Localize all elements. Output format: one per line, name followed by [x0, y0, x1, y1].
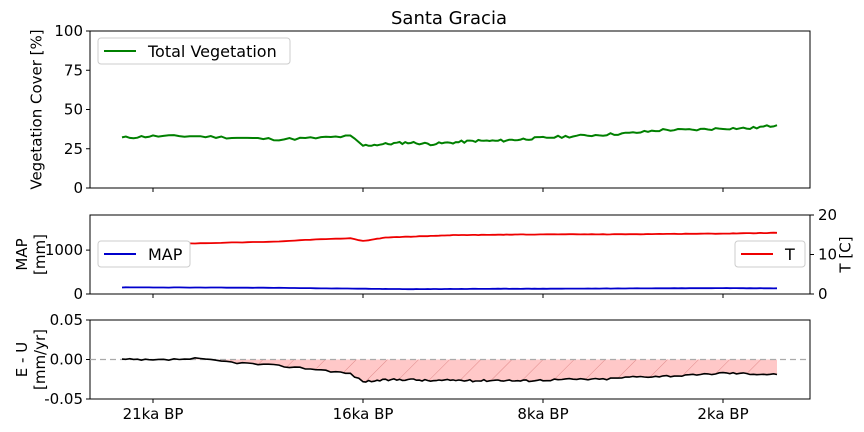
map-line	[121, 286, 778, 291]
climate-panel: 0 1000 0 10 20 MAP[mm] T [C] MAP T	[13, 206, 854, 303]
y-right-tick-label: 20	[818, 206, 837, 224]
temperature-line	[121, 231, 778, 245]
legend-temperature-label: T	[784, 245, 795, 264]
vegetation-line	[121, 124, 778, 147]
y-tick-label: -0.05	[44, 390, 83, 408]
erosion-uplift-panel: 0.05 0.00 -0.05E - U[mm/yr] 21ka BP 16ka BP 8…	[13, 311, 811, 423]
y-tick-label: 25	[64, 140, 83, 158]
erosion-hatch	[122, 357, 777, 383]
y-right-axis-label: T [C]	[836, 236, 854, 273]
y-tick-label: 1000	[45, 241, 83, 259]
legend-vegetation-box	[97, 37, 291, 65]
y-tick-label: 100	[54, 22, 83, 40]
y-tick-label: 0.05	[50, 311, 83, 329]
erosion-uplift-line	[121, 356, 778, 383]
x-tick-label: 16ka BP	[333, 405, 394, 423]
vegetation-panel: 0 25 50 75 100 Vegetation Cover [%] Total Vege…	[27, 22, 811, 197]
y-tick-label: 0.00	[50, 351, 83, 369]
y-axis-label: E - U[mm/yr]	[13, 329, 49, 390]
y-right-tick-label: 10	[818, 246, 837, 264]
x-tick-label: 2ka BP	[697, 405, 748, 423]
legend-map-label: MAP	[148, 245, 183, 264]
y-tick-label: 0	[73, 179, 83, 197]
legend-map-box	[97, 240, 191, 268]
y-tick-label: 75	[64, 61, 83, 79]
y-right-tick-label: 0	[818, 285, 828, 303]
y-tick-label: 50	[64, 101, 83, 119]
x-tick-label: 8ka BP	[517, 405, 568, 423]
y-tick-label: 0	[73, 285, 83, 303]
chart-title: Santa Gracia	[391, 8, 507, 29]
x-tick-label: 21ka BP	[123, 405, 184, 423]
plot-frame	[89, 214, 811, 295]
y-axis-label: MAP[mm]	[13, 234, 49, 275]
legend-vegetation-label: Total Vegetation	[147, 42, 277, 61]
y-axis-label: Vegetation Cover [%]	[27, 29, 45, 189]
